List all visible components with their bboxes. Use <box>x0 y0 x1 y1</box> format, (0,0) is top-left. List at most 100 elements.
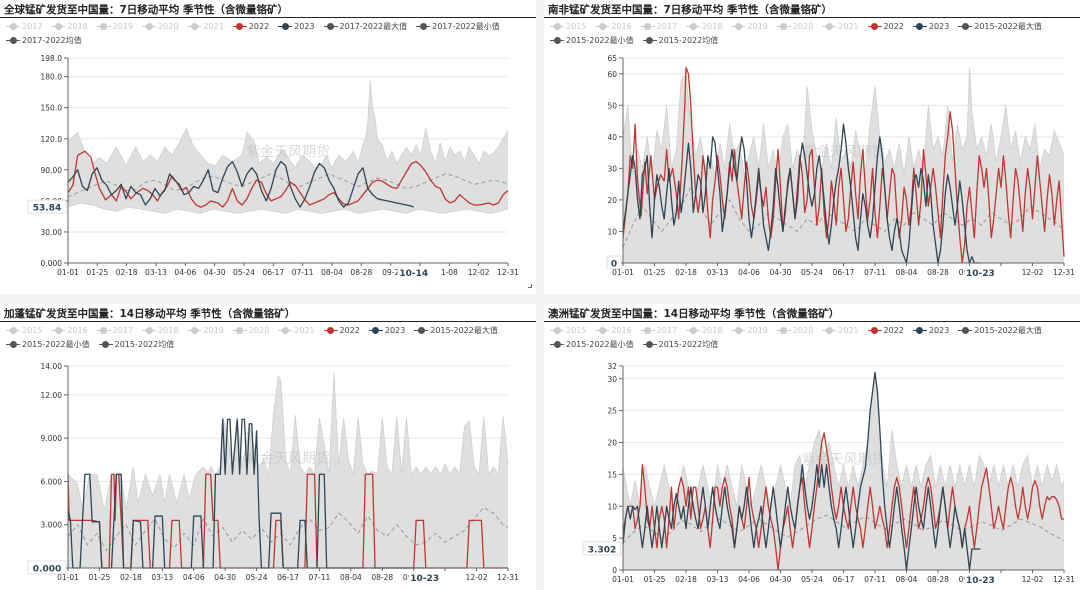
legend-item[interactable]: 2020 <box>776 20 813 34</box>
legend-symbol-icon <box>640 326 655 334</box>
legend-item[interactable]: 2023 <box>912 20 950 34</box>
legend-item[interactable]: 2018 <box>686 324 722 338</box>
legend-label: 2015 <box>22 326 43 335</box>
legend-item[interactable]: 2021 <box>822 20 859 34</box>
legend-item[interactable]: 2023 <box>368 324 406 338</box>
legend-item[interactable]: 2015-2022最大值 <box>958 20 1042 34</box>
chart-title: 南非锰矿发货至中国量：7日移动平均 季节性（含微量铬矿） <box>548 4 832 16</box>
legend-label: 2015-2022均值 <box>114 340 175 349</box>
legend-symbol-icon <box>414 326 429 334</box>
series-max-line <box>67 373 509 511</box>
legend-item[interactable]: 2015 <box>6 324 42 338</box>
legend-symbol-icon <box>912 22 927 30</box>
legend-item[interactable]: 2022 <box>232 20 270 34</box>
chart-legend: 2015 2016 2017 2018 2019 2020 2021 2022 2023 2015… <box>6 324 532 352</box>
legend-item[interactable]: 2021 <box>822 324 859 338</box>
legend-label: 2019 <box>747 326 768 335</box>
legend-item[interactable]: 2015-2022最大值 <box>414 324 498 338</box>
legend-item[interactable]: 2017 <box>6 20 42 34</box>
legend-item[interactable]: 2018 <box>686 20 722 34</box>
legend-item[interactable]: 2015 <box>550 20 586 34</box>
legend-item[interactable]: 2021 <box>278 324 315 338</box>
legend-item[interactable]: 2015 <box>550 324 586 338</box>
max-min-band <box>68 80 508 214</box>
legend-symbol-icon <box>550 22 564 30</box>
x-tick-label: 01-01 <box>57 268 79 277</box>
legend-item[interactable]: 2015-2022最大值 <box>958 324 1042 338</box>
legend-label: 2018 <box>67 22 88 31</box>
x-tick-label: 04-30 <box>214 573 236 582</box>
series-2022-line <box>622 432 1064 571</box>
x-tick-label: 02-18 <box>675 268 697 277</box>
legend-item[interactable]: 2015-2022均值 <box>642 338 718 352</box>
legend-item[interactable]: 2020 <box>142 20 178 34</box>
legend-label: 2015 <box>566 22 587 31</box>
legend-item[interactable]: 2015-2022最小值 <box>550 338 634 352</box>
legend-label: 2017 <box>112 326 134 335</box>
legend-item[interactable]: 2022 <box>867 324 904 338</box>
legend-item[interactable]: 2020 <box>776 324 813 338</box>
legend-item[interactable]: 2017 <box>640 20 677 34</box>
legend-symbol-icon <box>686 22 701 30</box>
legend-item[interactable]: 2016 <box>595 20 632 34</box>
legend-item[interactable]: 2017 <box>96 324 134 338</box>
x-tick-label: 02-18 <box>116 268 138 277</box>
legend-item[interactable]: 2021 <box>187 20 224 34</box>
legend-item[interactable]: 2019 <box>187 324 224 338</box>
legend-item[interactable]: 2017-2022最大值 <box>323 20 407 34</box>
x-tick-label: 01-25 <box>644 575 666 584</box>
legend-item[interactable]: 2019 <box>96 20 133 34</box>
legend-symbol-icon <box>642 36 657 44</box>
x-tick-label: 03-13 <box>707 575 729 584</box>
legend-label: 2015-2022最小值 <box>566 340 634 349</box>
legend-label: 2021 <box>294 326 315 335</box>
x-tick-label: 01-01 <box>612 575 634 584</box>
chart-panel-south-africa: 南非锰矿发货至中国量：7日移动平均 季节性（含微量铬矿） 2015 2016 201… <box>544 0 1080 294</box>
legend-label: 2017 <box>22 22 43 31</box>
y-tick-label: 12.00 <box>41 391 63 400</box>
legend-item[interactable]: 2023 <box>912 324 949 338</box>
legend-item[interactable]: 2016 <box>595 324 632 338</box>
x-tick-label: 08-04 <box>896 268 918 277</box>
y-tick-label: 32 <box>607 362 617 371</box>
legend-item[interactable]: 2018 <box>142 324 178 338</box>
legend-label: 2020 <box>248 326 270 335</box>
legend-item[interactable]: 2019 <box>731 324 768 338</box>
legend-item[interactable]: 2015-2022最小值 <box>6 338 90 352</box>
legend-symbol-icon <box>51 326 66 334</box>
legend-item[interactable]: 2019 <box>731 20 768 34</box>
legend-item[interactable]: 2015-2022均值 <box>642 34 718 48</box>
legend-label: 2022 <box>248 22 270 31</box>
y-tick-label: 6.000 <box>41 477 63 486</box>
legend-symbol-icon <box>867 22 882 30</box>
legend-item[interactable]: 2018 <box>51 20 88 34</box>
legend-item[interactable]: 2016 <box>51 324 88 338</box>
y-tick-label: 60 <box>607 70 617 79</box>
y-axis-pointer-bg <box>582 541 622 556</box>
legend-item[interactable]: 2017-2022均值 <box>6 34 82 48</box>
legend-item[interactable]: 2022 <box>867 20 904 34</box>
x-tick-label: 06-17 <box>833 575 855 584</box>
resize-corner-icon <box>528 284 532 288</box>
legend-item[interactable]: 2015-2022均值 <box>98 338 175 352</box>
legend-item[interactable]: 2017 <box>640 324 677 338</box>
legend-symbol-icon <box>822 326 837 334</box>
legend-symbol-icon <box>958 326 973 334</box>
y-tick-label: 20 <box>607 196 617 205</box>
legend-label: 2023 <box>384 326 406 335</box>
legend-item[interactable]: 2023 <box>278 20 315 34</box>
legend-label: 2023 <box>928 22 950 31</box>
legend-item[interactable]: 2020 <box>232 324 270 338</box>
legend-item[interactable]: 2017-2022最小值 <box>416 20 500 34</box>
legend-item[interactable]: 2022 <box>323 324 360 338</box>
x-tick-label: 05-24 <box>801 575 823 584</box>
series-mean-line <box>67 506 509 552</box>
legend-item[interactable]: 2015-2022最小值 <box>550 34 634 48</box>
x-tick-label: 06-17 <box>262 268 284 277</box>
chart-panel-global: 全球锰矿发货至中国量：7日移动平均 季节性（含微量铬矿） 2017 2018 201… <box>0 0 536 294</box>
series-2023-line <box>67 160 414 208</box>
max-min-band <box>623 67 1064 263</box>
y-tick-label: 30 <box>607 164 617 173</box>
legend-symbol-icon <box>232 22 247 30</box>
title-divider <box>544 17 1080 18</box>
